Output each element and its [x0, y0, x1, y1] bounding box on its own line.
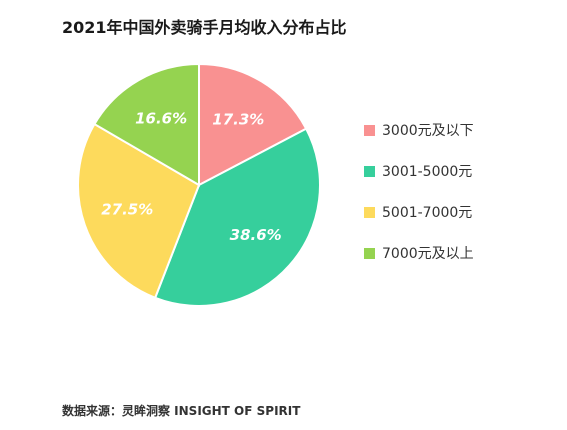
- chart-title: 2021年中国外卖骑手月均收入分布占比: [62, 18, 347, 37]
- legend-item[interactable]: 3000元及以下: [364, 120, 474, 140]
- legend-swatch: [364, 206, 375, 218]
- legend-swatch: [364, 165, 375, 177]
- slice-data-label: 38.6%: [230, 226, 282, 244]
- legend-item[interactable]: 3001-5000元: [364, 161, 474, 181]
- legend-label: 3000元及以下: [382, 123, 474, 139]
- legend-item[interactable]: 5001-7000元: [364, 202, 474, 222]
- legend-label: 3001-5000元: [382, 164, 473, 180]
- slice-data-label: 27.5%: [101, 201, 153, 219]
- legend-label: 5001-7000元: [382, 205, 473, 221]
- legend-label: 7000元及以上: [382, 246, 474, 262]
- legend-item[interactable]: 7000元及以上: [364, 243, 474, 263]
- legend-swatch: [364, 124, 375, 136]
- pie-slice[interactable]: [153, 127, 321, 307]
- legend: 3000元及以下 3001-5000元 5001-7000元 7000元及以上: [364, 120, 474, 284]
- data-source: 数据来源：灵眸洞察 INSIGHT OF SPIRIT: [62, 404, 301, 418]
- pie-slice[interactable]: [93, 62, 200, 187]
- slice-data-label: 16.6%: [135, 110, 187, 128]
- slice-data-label: 17.3%: [212, 110, 264, 128]
- legend-swatch: [364, 247, 375, 259]
- pie-slice[interactable]: [198, 62, 308, 187]
